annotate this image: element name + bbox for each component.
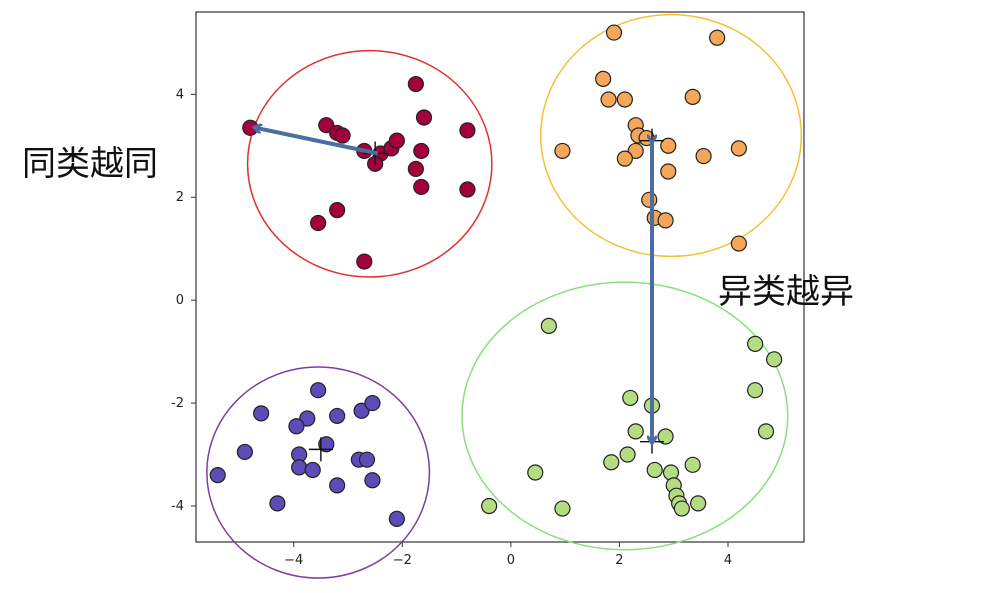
cluster-4-point	[673, 500, 690, 517]
cluster-3-point	[310, 382, 327, 399]
cluster-1-point	[310, 214, 327, 232]
cluster-4-point	[554, 500, 571, 517]
cluster-4-point	[747, 335, 764, 352]
cluster-2-point	[641, 191, 658, 208]
cluster-4-point	[684, 456, 701, 473]
cluster-3-center-cross	[308, 437, 333, 462]
annotation-arrow-1	[256, 128, 379, 156]
cluster-1-point	[318, 117, 335, 134]
cluster-4-point	[603, 454, 620, 471]
cluster-1-ellipse	[246, 49, 493, 278]
cluster-2-point	[657, 212, 674, 229]
cluster-2-point	[616, 150, 633, 167]
cluster-4-point	[619, 446, 636, 463]
cluster-1-point	[413, 178, 430, 196]
cluster-4-point	[527, 464, 544, 481]
cluster-3-point	[304, 461, 321, 479]
cluster-4-point	[690, 495, 707, 512]
cluster-1-point	[334, 127, 351, 144]
cluster-3-point	[329, 477, 346, 494]
cluster-3-point	[388, 510, 405, 527]
cluster-4-point	[481, 497, 498, 515]
annotation-different-class: 异类越异	[718, 272, 854, 312]
cluster-3-point	[209, 467, 226, 484]
cluster-4-point	[747, 382, 764, 399]
cluster-1-point	[242, 119, 259, 136]
cluster-2-point	[709, 29, 726, 46]
cluster-2-point	[730, 140, 747, 157]
cluster-4-point	[657, 428, 674, 445]
cluster-4-point	[622, 389, 639, 407]
y-tick-label: 2	[176, 190, 184, 205]
cluster-4-point	[627, 423, 644, 440]
cluster-1-point	[459, 122, 476, 139]
annotation-same-class: 同类越同	[22, 144, 158, 184]
cluster-2-point	[627, 142, 644, 160]
cluster-2-ellipse	[539, 13, 803, 258]
cluster-3-point	[299, 410, 316, 427]
cluster-1-point	[413, 142, 430, 160]
cluster-2-point	[695, 147, 712, 165]
cluster-1-point	[329, 202, 346, 219]
cluster-3-point	[288, 418, 305, 435]
annotation-arrows	[256, 128, 652, 442]
cluster-2-point	[616, 91, 633, 108]
cluster-1-point	[407, 75, 424, 93]
cluster-3-point	[364, 394, 381, 412]
y-tick-label: -2	[171, 396, 184, 411]
cluster-3-point	[329, 407, 346, 425]
cluster-3-point	[291, 459, 308, 476]
x-tick-label: −2	[393, 553, 412, 568]
cluster-2-point	[660, 163, 677, 180]
y-tick-label: 4	[176, 87, 184, 102]
y-tick-label: 0	[176, 293, 184, 308]
cluster-1-point	[356, 253, 373, 270]
cluster-3-point	[253, 405, 270, 422]
axis-ticks: −4 −2 0 2 4 -4 -2 0 2 4	[171, 87, 732, 568]
cluster-3-point	[269, 495, 286, 512]
cluster-1-point	[459, 181, 476, 198]
cluster-4-point	[540, 317, 557, 334]
cluster-3-point	[236, 443, 253, 461]
cluster-3-ellipse	[206, 366, 431, 579]
x-tick-label: 4	[724, 553, 732, 568]
cluster-ellipses	[206, 13, 803, 579]
scatter-points	[209, 24, 783, 527]
cluster-2-point	[605, 24, 623, 41]
plot-frame	[195, 11, 805, 543]
cluster-1-point	[407, 160, 424, 178]
cluster-3-point	[353, 402, 370, 419]
cluster-2-point	[595, 70, 612, 87]
cluster-2-point	[684, 88, 701, 106]
cluster-4-point	[646, 461, 663, 479]
cluster-3-point	[358, 451, 376, 468]
x-tick-label: 2	[615, 553, 623, 568]
cluster-3-point	[364, 472, 381, 489]
y-tick-label: -4	[171, 499, 184, 514]
cluster-1-point	[415, 109, 433, 126]
cluster-4-point	[757, 423, 775, 440]
cluster-2-point	[730, 235, 747, 252]
cluster-2-point	[600, 91, 617, 108]
cluster-4-ellipse	[461, 281, 789, 551]
cluster-4-point	[766, 351, 783, 368]
cluster-3-point	[318, 436, 335, 453]
cluster-1-point	[388, 132, 405, 149]
cluster-2-point	[660, 137, 677, 154]
cluster-2-point	[554, 142, 571, 160]
x-tick-label: 0	[507, 553, 515, 568]
x-tick-label: −4	[284, 553, 303, 568]
